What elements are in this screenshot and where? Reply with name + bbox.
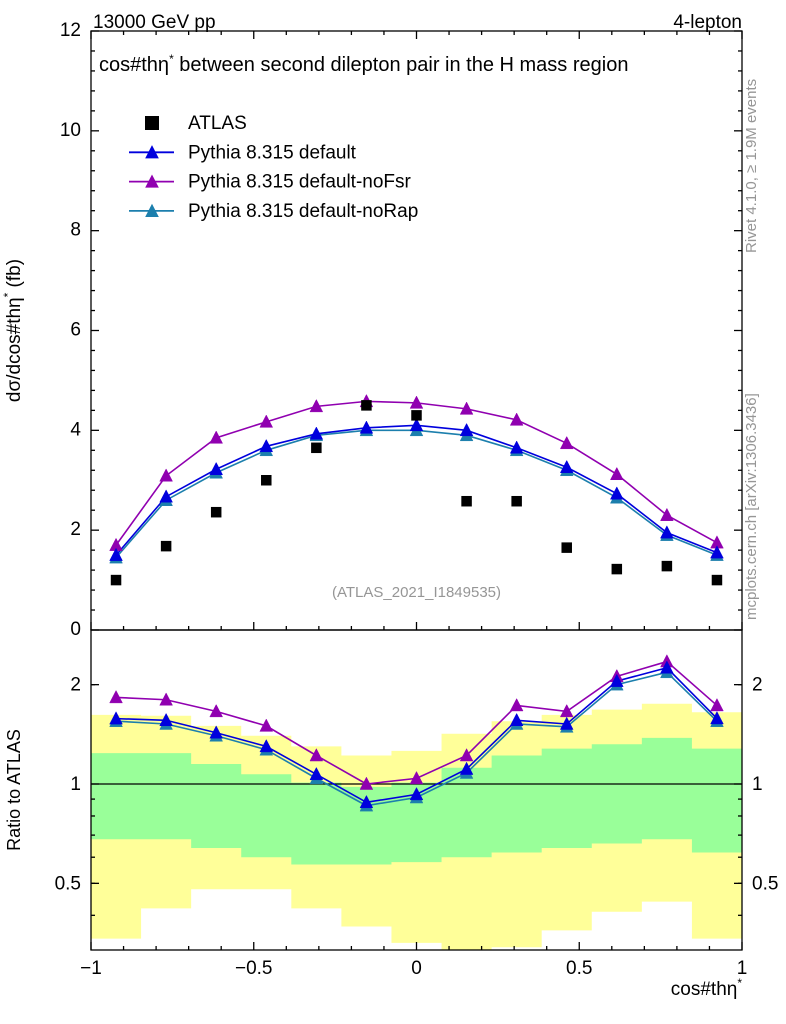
- svg-text:4: 4: [70, 419, 81, 440]
- svg-text:2: 2: [70, 519, 81, 540]
- svg-text:8: 8: [70, 220, 81, 241]
- svg-text:Pythia 8.315 default-noFsr: Pythia 8.315 default-noFsr: [188, 172, 412, 193]
- svg-text:Ratio to ATLAS: Ratio to ATLAS: [4, 729, 24, 851]
- svg-text:Pythia 8.315 default: Pythia 8.315 default: [188, 142, 357, 163]
- svg-text:10: 10: [60, 120, 81, 141]
- svg-text:0.5: 0.5: [566, 958, 592, 979]
- svg-text:1: 1: [752, 774, 763, 795]
- svg-text:−1: −1: [80, 958, 102, 979]
- svg-text:Pythia 8.315 default-noRap: Pythia 8.315 default-noRap: [188, 201, 418, 222]
- svg-text:ATLAS: ATLAS: [188, 113, 247, 134]
- svg-text:mcplots.cern.ch [arXiv:1306.34: mcplots.cern.ch [arXiv:1306.3436]: [743, 393, 760, 620]
- svg-text:0.5: 0.5: [55, 873, 81, 894]
- svg-text:Rivet 4.1.0, ≥ 1.9M events: Rivet 4.1.0, ≥ 1.9M events: [743, 79, 760, 253]
- svg-text:2: 2: [70, 675, 81, 696]
- svg-text:4-lepton: 4-lepton: [673, 12, 742, 33]
- svg-text:13000 GeV pp: 13000 GeV pp: [93, 12, 216, 33]
- svg-text:1: 1: [70, 774, 81, 795]
- svg-text:0: 0: [70, 619, 81, 640]
- svg-text:12: 12: [60, 20, 81, 41]
- svg-text:cos#thη*: cos#thη*: [671, 976, 743, 1000]
- svg-text:(ATLAS_2021_I1849535): (ATLAS_2021_I1849535): [332, 584, 501, 601]
- svg-text:0.5: 0.5: [752, 873, 778, 894]
- svg-text:2: 2: [752, 675, 763, 696]
- svg-text:−0.5: −0.5: [235, 958, 273, 979]
- svg-text:dσ/dcos#thη* (fb): dσ/dcos#thη* (fb): [1, 259, 25, 402]
- svg-text:6: 6: [70, 320, 81, 341]
- svg-text:cos#thη* between second dilept: cos#thη* between second dilepton pair in…: [99, 52, 628, 76]
- svg-text:0: 0: [411, 958, 422, 979]
